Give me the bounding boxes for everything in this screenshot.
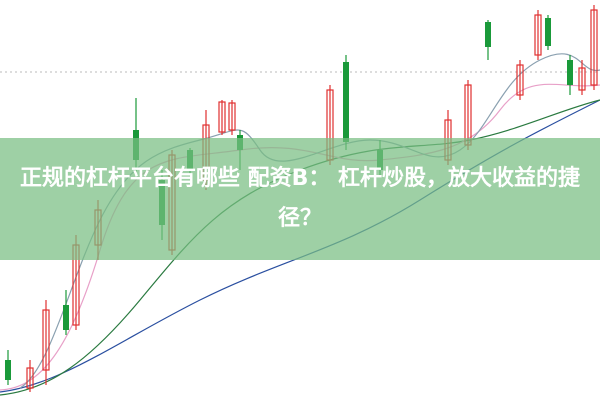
title: 正规的杠杆平台有哪些 配资B： 杠杆炒股，放大收益的捷径？ <box>19 166 581 231</box>
title-banner: 正规的杠杆平台有哪些 配资B： 杠杆炒股，放大收益的捷径？ <box>0 138 600 260</box>
